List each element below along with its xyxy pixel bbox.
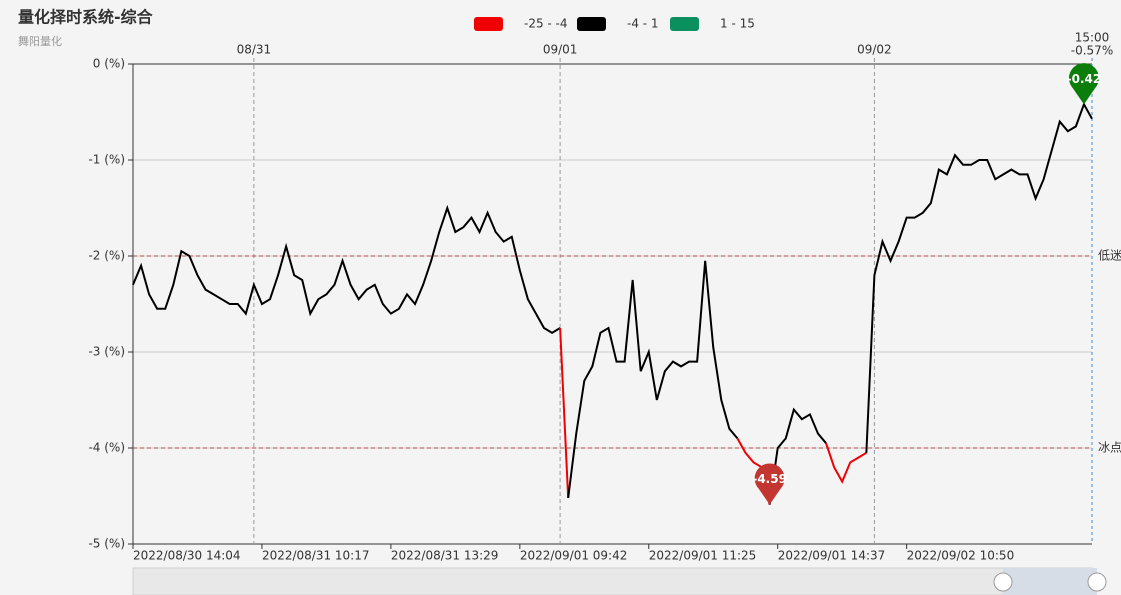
zoom-track [132, 567, 1093, 595]
x-tick-label: 2022/09/01 09:42 [520, 549, 628, 563]
line-segment [567, 260, 739, 499]
mark-pin [1068, 63, 1099, 105]
day-label: 09/02 [857, 43, 892, 57]
y-tick-label: 0 (%) [93, 57, 125, 71]
y-tick-label: -1 (%) [88, 153, 125, 167]
last-time: 15:00 [1075, 31, 1110, 45]
line-segment [559, 327, 570, 498]
mark-line-label: 低迷 [1098, 249, 1121, 263]
zoom-window [1003, 568, 1097, 595]
legend-swatch [577, 17, 606, 31]
y-tick-label: -4 (%) [88, 441, 125, 455]
x-tick-label: 2022/09/01 11:25 [649, 549, 757, 563]
chart-title: 量化择时系统-综合 [18, 8, 154, 27]
zoom-handle[interactable] [993, 572, 1013, 592]
x-tick-label: 2022/08/30 14:04 [133, 549, 241, 563]
legend-label: 1 - 15 [720, 17, 755, 31]
mark-pin-label: -0.42 [1067, 72, 1102, 86]
x-tick-label: 2022/08/31 13:29 [391, 549, 499, 563]
legend-swatch [670, 17, 699, 31]
mark-line-label: 冰点 [1098, 441, 1121, 455]
y-tick-label: -5 (%) [88, 537, 125, 551]
chart-subtitle: 舞阳量化 [18, 34, 62, 48]
zoom-handle[interactable] [1087, 572, 1107, 592]
mark-pin-label: -4.59 [752, 472, 787, 486]
x-tick-label: 2022/09/01 14:37 [778, 549, 886, 563]
legend-label: -25 - -4 [524, 17, 568, 31]
last-value: -0.57% [1071, 44, 1113, 58]
mark-pin [754, 463, 785, 505]
day-label: 09/01 [543, 43, 578, 57]
x-tick-label: 2022/08/31 10:17 [262, 549, 370, 563]
day-label: 08/31 [237, 43, 272, 57]
legend-label: -4 - 1 [627, 17, 659, 31]
line-segment [768, 407, 827, 505]
y-tick-label: -3 (%) [88, 345, 125, 359]
line-segment [865, 101, 1093, 453]
x-tick-label: 2022/09/02 10:50 [907, 549, 1015, 563]
data-zoom[interactable] [132, 567, 1107, 595]
y-tick-label: -2 (%) [88, 249, 125, 263]
line-segment [132, 204, 561, 334]
legend-swatch [474, 17, 503, 31]
line-segment [825, 442, 867, 484]
